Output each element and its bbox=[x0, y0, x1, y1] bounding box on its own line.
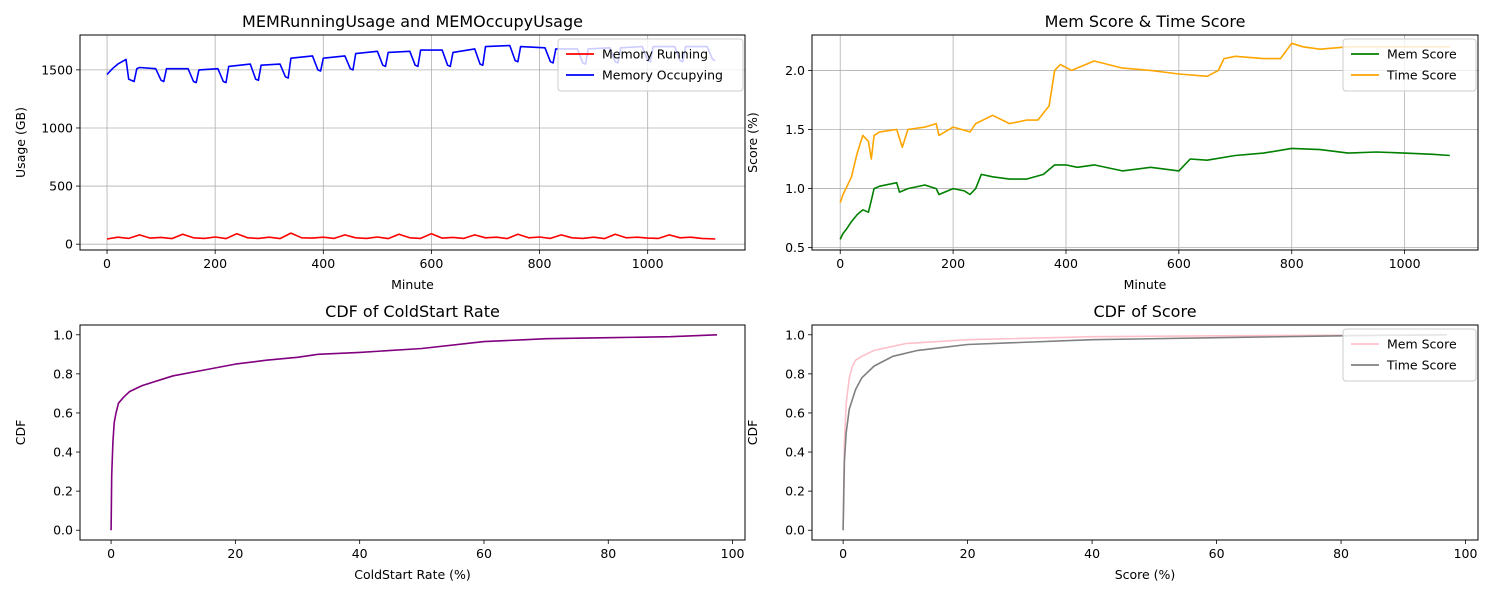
x-tick-label: 100 bbox=[721, 546, 745, 561]
x-tick-label: 20 bbox=[960, 546, 976, 561]
series-group bbox=[839, 42, 1450, 240]
x-tick-label: 0 bbox=[103, 256, 111, 271]
y-axis-label: Score (%) bbox=[745, 112, 760, 173]
x-tick-label: 60 bbox=[1209, 546, 1225, 561]
x-tick-label: 20 bbox=[227, 546, 243, 561]
legend-label: Memory Occupying bbox=[602, 68, 723, 83]
y-tick-label: 500 bbox=[49, 179, 73, 194]
axes-frame bbox=[811, 324, 1479, 541]
x-tick-label: 0 bbox=[839, 546, 847, 561]
x-axis-label: Minute bbox=[391, 277, 434, 292]
y-tick-label: 0.5 bbox=[785, 240, 805, 255]
x-tick-label: 600 bbox=[1167, 256, 1191, 271]
chart-title: CDF of Score bbox=[1093, 302, 1196, 321]
y-tick-label: 0.4 bbox=[53, 445, 73, 460]
x-axis-label: ColdStart Rate (%) bbox=[354, 567, 471, 582]
axes-frame bbox=[79, 324, 746, 541]
axes-frame bbox=[811, 34, 1479, 251]
y-tick-label: 0.2 bbox=[53, 484, 73, 499]
series-line-2 bbox=[842, 334, 1447, 531]
x-tick-label: 40 bbox=[1084, 546, 1100, 561]
series-line-1 bbox=[842, 333, 1447, 531]
chart-panel-4: 0 20 40 60 80 100 0.0 0.2 0.4 0.6 0.8 1.0 CDF of Sco… bbox=[745, 302, 1479, 582]
y-tick-label: 0.8 bbox=[785, 366, 805, 381]
y-tick-label: 0.4 bbox=[785, 445, 805, 460]
x-tick-label: 800 bbox=[528, 256, 552, 271]
x-tick-label: 200 bbox=[941, 256, 965, 271]
y-tick-label: 0.8 bbox=[53, 366, 73, 381]
x-tick-label: 400 bbox=[1054, 256, 1078, 271]
legend-label: Time Score bbox=[1386, 358, 1457, 373]
series-line-1 bbox=[839, 147, 1450, 240]
legend-box bbox=[557, 38, 744, 92]
series-group bbox=[110, 334, 718, 531]
y-tick-label: 0.6 bbox=[53, 405, 73, 420]
chart-panel-1: 0 200 400 600 800 1000 0 500 1000 1500 MEMRunningU… bbox=[13, 12, 746, 292]
x-tick-label: 100 bbox=[1454, 546, 1478, 561]
y-tick-label: 1.5 bbox=[785, 122, 805, 137]
series-line-1 bbox=[106, 232, 716, 240]
y-tick-label: 1.0 bbox=[785, 181, 805, 196]
legend-label: Memory Running bbox=[602, 47, 708, 62]
x-tick-label: 1000 bbox=[632, 256, 664, 271]
series-line-1 bbox=[110, 334, 718, 531]
x-tick-label: 200 bbox=[203, 256, 227, 271]
x-tick-label: 80 bbox=[1333, 546, 1349, 561]
x-axis-label: Minute bbox=[1124, 277, 1167, 292]
x-tick-label: 0 bbox=[107, 546, 115, 561]
y-tick-label: 1.0 bbox=[785, 327, 805, 342]
legend-box bbox=[1342, 328, 1477, 382]
x-tick-label: 0 bbox=[836, 256, 844, 271]
legend-label: Mem Score bbox=[1387, 47, 1457, 62]
y-tick-label: 0.6 bbox=[785, 405, 805, 420]
x-tick-label: 600 bbox=[419, 256, 443, 271]
x-axis-label: Score (%) bbox=[1115, 567, 1176, 582]
y-tick-label: 2.0 bbox=[785, 63, 805, 78]
x-tick-label: 400 bbox=[311, 256, 335, 271]
axes-frame bbox=[79, 34, 746, 251]
legend-label: Mem Score bbox=[1387, 337, 1457, 352]
y-tick-label: 1.0 bbox=[53, 327, 73, 342]
y-axis-label: CDF bbox=[745, 420, 760, 446]
chart-panel-3: 0 20 40 60 80 100 0.0 0.2 0.4 0.6 0.8 1.0 CDF of Col… bbox=[13, 302, 746, 582]
x-tick-label: 800 bbox=[1280, 256, 1304, 271]
series-group bbox=[842, 333, 1447, 531]
y-axis-label: Usage (GB) bbox=[13, 107, 28, 178]
legend: Memory Running Memory Occupying bbox=[557, 38, 744, 92]
y-tick-label: 1500 bbox=[41, 62, 73, 77]
chart-title: CDF of ColdStart Rate bbox=[325, 302, 500, 321]
x-tick-label: 80 bbox=[600, 546, 616, 561]
legend-label: Time Score bbox=[1386, 68, 1457, 83]
series-line-2 bbox=[839, 42, 1450, 203]
legend-box bbox=[1342, 38, 1477, 92]
y-axis-label: CDF bbox=[13, 420, 28, 446]
x-tick-label: 60 bbox=[476, 546, 492, 561]
legend: Mem Score Time Score bbox=[1342, 328, 1477, 382]
chart-title: Mem Score & Time Score bbox=[1045, 12, 1246, 31]
y-tick-label: 0.0 bbox=[53, 523, 73, 538]
legend: Mem Score Time Score bbox=[1342, 38, 1477, 92]
chart-panel-2: 0 200 400 600 800 1000 0.5 1.0 1.5 2.0 Mem Score &… bbox=[745, 12, 1479, 292]
y-tick-label: 0 bbox=[65, 237, 73, 252]
chart-title: MEMRunningUsage and MEMOccupyUsage bbox=[242, 12, 583, 31]
y-tick-label: 1000 bbox=[41, 120, 73, 135]
x-tick-label: 1000 bbox=[1389, 256, 1421, 271]
y-tick-label: 0.0 bbox=[785, 523, 805, 538]
y-tick-label: 0.2 bbox=[785, 484, 805, 499]
x-tick-label: 40 bbox=[352, 546, 368, 561]
